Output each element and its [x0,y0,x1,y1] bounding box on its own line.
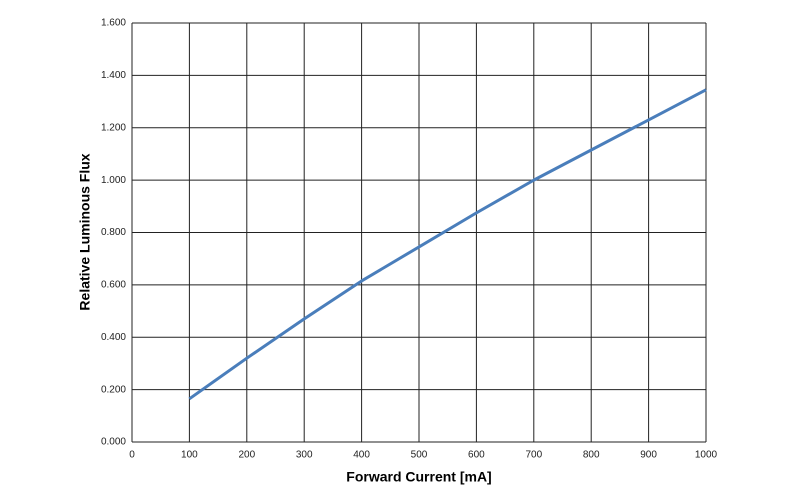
y-tick-label: 0.400 [101,332,126,343]
y-tick-label: 1.600 [101,18,126,29]
y-tick-label: 0.200 [101,384,126,395]
y-tick-label: 1.000 [101,175,126,186]
y-tick-label: 0.000 [101,437,126,448]
x-tick-label: 900 [640,450,657,461]
x-tick-label: 0 [129,450,135,461]
y-tick-label: 0.600 [101,280,126,291]
x-tick-label: 200 [238,450,255,461]
x-tick-label: 1000 [695,450,718,461]
x-tick-label: 800 [583,450,600,461]
x-tick-label: 300 [296,450,313,461]
x-tick-label: 700 [525,450,542,461]
data-line [188,88,707,401]
x-tick-label: 600 [468,450,485,461]
y-tick-label: 1.200 [101,122,126,133]
y-tick-label: 0.800 [101,227,126,238]
x-axis-title: Forward Current [mA] [346,469,491,485]
x-tick-label: 500 [411,450,428,461]
y-axis-title: Relative Luminous Flux [77,153,93,310]
x-tick-label: 100 [181,450,198,461]
y-tick-label: 1.400 [101,70,126,81]
x-tick-label: 400 [353,450,370,461]
